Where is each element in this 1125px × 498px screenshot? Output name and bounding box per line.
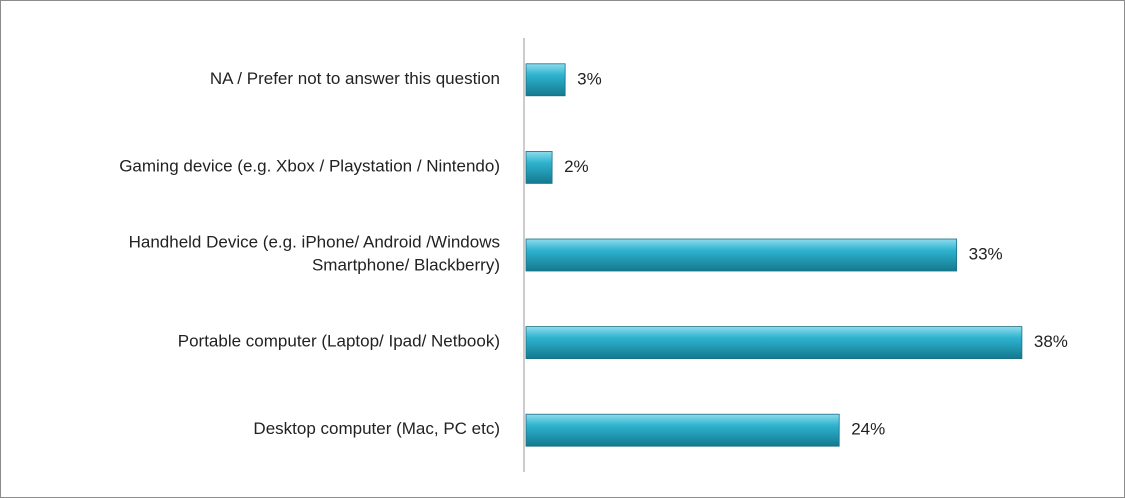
bar — [525, 413, 840, 447]
data-label: 3% — [577, 69, 602, 88]
bar — [525, 238, 958, 272]
data-label: 33% — [969, 244, 1003, 263]
category-label: Desktop computer (Mac, PC etc) — [253, 420, 500, 439]
data-label: 2% — [564, 157, 589, 176]
data-label: 24% — [851, 420, 885, 439]
category-label: NA / Prefer not to answer this question — [210, 69, 500, 88]
bar — [525, 63, 566, 97]
bar — [525, 326, 1023, 360]
data-label: 38% — [1034, 332, 1068, 351]
bar — [525, 150, 553, 184]
category-label: Portable computer (Laptop/ Ipad/ Netbook… — [178, 332, 500, 351]
category-label: Gaming device (e.g. Xbox / Playstation /… — [119, 157, 500, 176]
category-label: Handheld Device (e.g. iPhone/ Android /W… — [129, 233, 500, 275]
